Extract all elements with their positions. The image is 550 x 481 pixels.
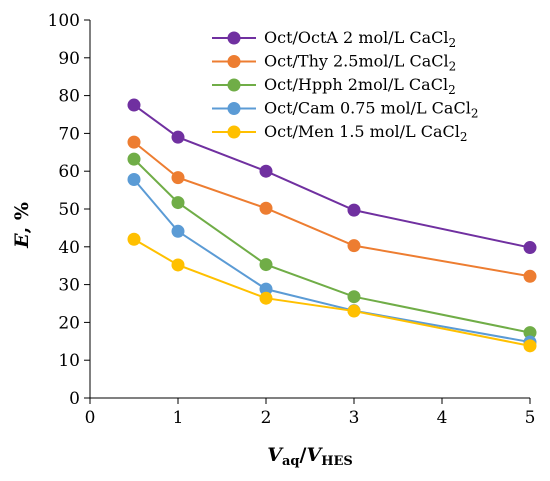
axes: 0 10 20 30 40 50 60 70 80 90 100 0 1 2 3 4 5 [48,11,536,428]
data-point [347,290,361,304]
data-point [171,196,185,210]
data-point [259,282,273,296]
legend-marker [227,78,241,92]
data-point [259,258,273,272]
legend-marker [227,102,241,115]
data-point [523,269,537,283]
x-axis-title-v2-sub: HES [321,454,353,469]
series-layer [127,98,537,353]
series-4 [127,232,537,353]
data-point [523,339,537,353]
data-point [347,304,361,318]
y-tick-label: 70 [58,124,80,144]
legend-item: Oct/Cam 0.75 mol/L CaCl2 [212,99,478,121]
legend-label: Oct/OctA 2 mol/L CaCl2 [264,28,456,50]
x-tick-label: 1 [173,408,184,428]
y-tick-label: 20 [58,313,80,333]
y-tick-label: 60 [58,162,80,182]
data-point [171,224,185,238]
y-tick-label: 90 [58,49,80,69]
data-point [347,203,361,217]
y-tick-label: 10 [58,351,80,371]
y-tick-label: 0 [69,389,80,409]
legend-item: Oct/Thy 2.5mol/L CaCl2 [212,52,456,74]
legend-marker [227,125,241,139]
legend-label: Oct/Hpph 2mol/L CaCl2 [264,75,456,97]
legend-item: Oct/Hpph 2mol/L CaCl2 [212,75,456,97]
legend-item: Oct/OctA 2 mol/L CaCl2 [212,28,456,50]
y-tick-label: 40 [58,238,80,258]
legend-label: Oct/Cam 0.75 mol/L CaCl2 [264,99,478,121]
y-axis-title: E, % [11,202,33,249]
legend-marker [227,31,241,45]
legend-label-text: Oct/Thy 2.5mol/L CaCl [264,52,449,71]
data-point [259,201,273,215]
data-point [127,98,141,112]
x-axis-title-slash: / [299,444,306,466]
data-point [523,241,537,255]
series-1 [127,135,537,283]
data-point [171,258,185,272]
data-point [347,239,361,253]
legend-item: Oct/Men 1.5 mol/L CaCl2 [212,122,467,144]
y-tick-label: 30 [58,276,80,296]
legend-label-subscript: 2 [449,60,457,74]
x-tick-label: 3 [349,408,360,428]
legend-label: Oct/Thy 2.5mol/L CaCl2 [264,52,456,74]
x-tick-label: 2 [261,408,272,428]
x-axis-title-v1-sub: aq [282,454,300,469]
legend-label-subscript: 2 [471,107,479,121]
legend-label-text: Oct/Hpph 2mol/L CaCl [264,75,448,94]
data-point [127,232,141,246]
legend-marker [227,55,241,68]
data-point [171,130,185,144]
series-0 [127,98,537,255]
data-point [127,152,141,166]
series-2 [127,152,537,340]
legend-label: Oct/Men 1.5 mol/L CaCl2 [264,122,467,144]
x-tick-label: 4 [437,408,448,428]
x-axis-title-v1: V [267,444,284,466]
y-axis-title-rest: , % [11,202,33,233]
x-axis-title: Vaq/VHES [267,444,353,469]
data-point [259,291,273,305]
data-point [127,135,141,149]
series-line [133,158,531,334]
x-tick-label: 0 [85,408,96,428]
data-point [523,326,537,340]
data-point [171,171,185,185]
y-tick-label: 50 [58,200,80,220]
data-point [127,173,141,187]
series-line [133,238,531,347]
legend-label-subscript: 2 [448,36,456,50]
legend-label-subscript: 2 [460,130,468,144]
legend-label-subscript: 2 [448,83,456,97]
y-tick-label: 80 [58,87,80,107]
data-point [259,164,273,178]
series-line [133,178,531,344]
y-axis-title-main: E [11,233,33,249]
y-tick-label: 100 [48,11,80,31]
legend-label-text: Oct/Men 1.5 mol/L CaCl [264,122,460,141]
series-line [133,141,531,278]
legend-label-text: Oct/Cam 0.75 mol/L CaCl [264,99,471,118]
legend-label-text: Oct/OctA 2 mol/L CaCl [264,28,448,47]
x-tick-label: 5 [525,408,536,428]
x-axis-title-v2: V [306,444,323,466]
